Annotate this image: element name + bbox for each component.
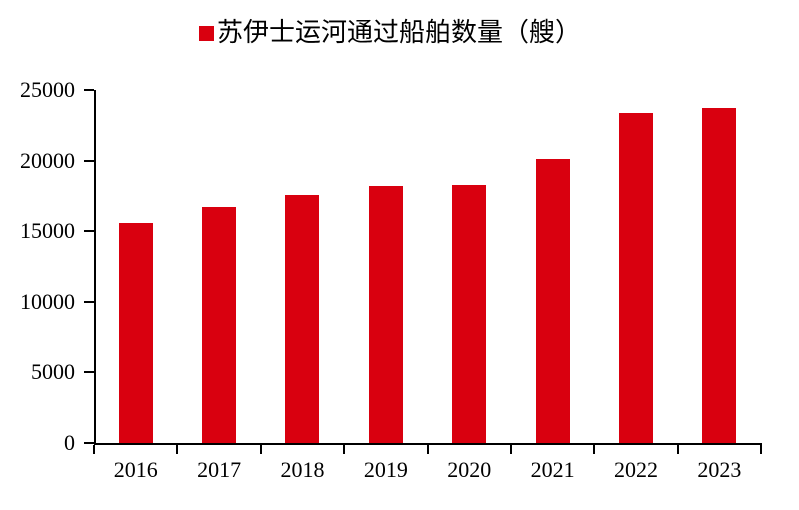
y-tick-label: 20000 (20, 147, 75, 173)
x-tick-mark (93, 445, 95, 454)
legend-marker-icon (198, 25, 214, 41)
y-tick-label: 10000 (20, 288, 75, 314)
bar-2022 (618, 112, 653, 443)
x-tick-label: 2020 (447, 457, 492, 482)
y-axis-line (94, 90, 96, 445)
y-tick-mark (84, 442, 94, 444)
y-tick-label: 5000 (31, 359, 75, 385)
y-tick-label: 15000 (20, 218, 75, 244)
x-tick-mark (676, 445, 679, 454)
x-tick-label: 2019 (363, 457, 408, 482)
legend: 苏伊士运河通过船舶数量（艘） (0, 20, 780, 46)
x-tick-label: 2022 (613, 457, 658, 482)
x-tick-label: 2018 (280, 457, 325, 482)
plot-area: 0 5000 10000 15000 20000 25000 2016 2017 2018 20… (20, 79, 762, 481)
x-tick-mark (426, 445, 429, 454)
bar-2018 (285, 194, 320, 443)
x-tick-mark (593, 445, 596, 454)
bar-2020 (452, 184, 487, 443)
y-tick-mark (84, 300, 94, 303)
y-tick-mark (84, 89, 94, 91)
x-tick-label: 2021 (530, 457, 575, 482)
x-tick-label: 2023 (697, 457, 742, 482)
x-tick-mark (259, 445, 262, 454)
y-tick-mark (84, 230, 94, 233)
bar-2023 (702, 108, 737, 443)
y-tick-mark (84, 371, 94, 374)
y-tick-label: 0 (64, 430, 75, 455)
x-tick-mark (760, 445, 762, 454)
x-axis-line (94, 443, 762, 445)
legend-label: 苏伊士运河通过船舶数量（艘） (216, 18, 581, 47)
x-tick-label: 2016 (113, 457, 158, 482)
x-tick-label: 2017 (197, 457, 242, 482)
bar-2021 (535, 159, 570, 443)
x-tick-mark (509, 445, 512, 454)
y-tick-label: 25000 (20, 77, 75, 102)
x-tick-mark (176, 445, 179, 454)
bar-2019 (368, 186, 403, 443)
x-tick-mark (343, 445, 346, 454)
bar-2017 (202, 206, 237, 443)
y-tick-mark (84, 159, 94, 162)
bar-2016 (118, 222, 153, 443)
